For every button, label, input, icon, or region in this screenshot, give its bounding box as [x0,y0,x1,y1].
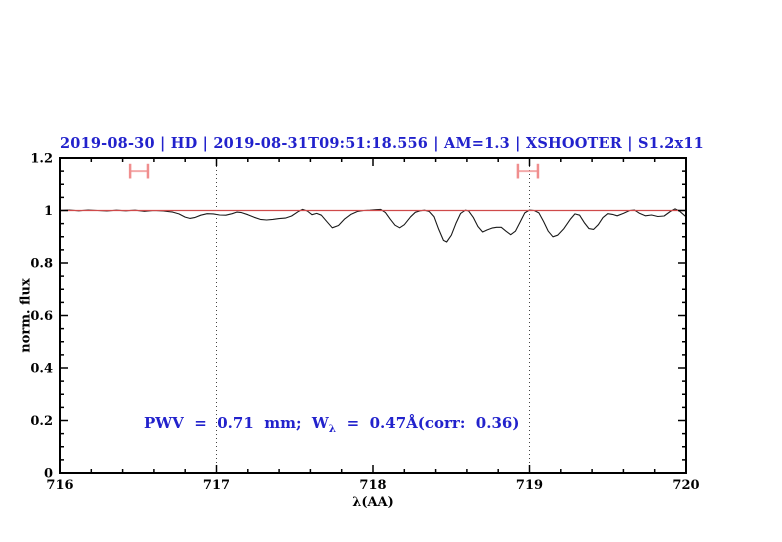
range-marker [128,163,150,179]
y-tick-label: 1 [44,204,53,219]
y-tick-label: 0.8 [30,257,53,272]
y-tick-label: 0.2 [30,414,53,429]
x-tick-labels: 716 717 718 719 720 [46,478,699,493]
y-tick-label: 0 [44,467,53,482]
x-tick-label: 720 [672,478,699,493]
pwv-range-markers [128,163,540,179]
pwv-annotation-lambda-subscript: λ [328,423,337,435]
x-axis-label: λ(AA) [352,495,394,510]
y-tick-label: 0.4 [30,362,53,377]
spectrum-series [59,208,687,243]
pwv-annotation-part1: PWV = 0.71 mm; W [144,414,329,432]
pwv-annotation-part2: = 0.47Å(corr: 0.36) [336,414,520,432]
axis-ticks [59,157,687,474]
range-marker [516,163,540,179]
y-tick-label: 1.2 [30,152,53,167]
pwv-annotation: PWV = 0.71 mm; Wλ = 0.47Å(corr: 0.36) [144,414,519,435]
y-tick-labels: 0 0.2 0.4 0.6 0.8 1 1.2 [30,152,53,482]
spectrum-line [59,208,687,243]
x-tick-label: 717 [203,478,230,493]
y-tick-label: 0.6 [30,309,53,324]
y-axis-label: norm. flux [18,278,34,353]
x-tick-label: 718 [359,478,386,493]
x-tick-label: 719 [516,478,543,493]
x-tick-label: 716 [46,478,73,493]
